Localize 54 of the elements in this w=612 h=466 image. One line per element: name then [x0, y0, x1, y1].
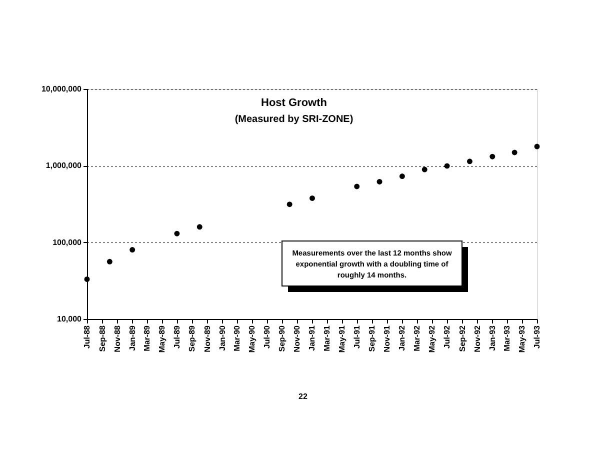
- point: [490, 154, 496, 160]
- x-tick-label: Mar-91: [322, 324, 332, 352]
- x-tick-label: May-89: [157, 324, 166, 353]
- x-tick-label: Jul-90: [262, 324, 272, 349]
- x-tick-label: Mar-93: [502, 324, 512, 352]
- x-tick-label: Jul-88: [82, 324, 92, 349]
- point: [130, 247, 136, 252]
- y-tick-label: 1,000,000: [46, 161, 82, 170]
- point: [534, 144, 540, 150]
- x-tick-label: Jul-92: [442, 324, 452, 349]
- point: [196, 224, 202, 230]
- x-tick-label: Sep-90: [278, 324, 287, 352]
- x-tick-label: Jan-93: [488, 324, 497, 351]
- point: [422, 166, 428, 172]
- x-tick-label: Jan-89: [128, 324, 137, 351]
- point: [466, 158, 472, 164]
- x-tick-label: Nov-90: [292, 324, 302, 352]
- point: [376, 179, 382, 184]
- point: [106, 258, 112, 264]
- point: [512, 150, 518, 156]
- x-tick-label: Jul-89: [172, 324, 182, 349]
- x-tick-label: Sep-89: [188, 324, 197, 352]
- x-tick-label: Sep-88: [98, 324, 107, 352]
- text: Host Growth: [261, 97, 328, 109]
- point: [399, 174, 405, 180]
- x-tick-label: May-92: [428, 324, 437, 353]
- x-tick-label: Jul-91: [352, 324, 362, 349]
- x-tick-label: Jul-93: [532, 324, 542, 349]
- text: 22: [298, 392, 308, 401]
- point: [444, 163, 450, 169]
- y-tick-label: 10,000,000: [41, 84, 82, 94]
- text: (Measured by SRI-ZONE): [234, 114, 354, 125]
- point: [174, 230, 180, 236]
- x-tick-label: Nov-88: [112, 324, 122, 352]
- x-tick-label: Jan-92: [398, 324, 407, 351]
- point: [286, 202, 292, 208]
- x-tick-label: Sep-91: [368, 324, 377, 352]
- x-tick-label: Nov-91: [382, 324, 392, 352]
- x-tick-label: Mar-90: [232, 324, 242, 352]
- x-tick-label: Sep-92: [458, 324, 467, 352]
- x-tick-label: Jan-90: [218, 324, 227, 351]
- point: [84, 276, 90, 282]
- x-tick-label: May-91: [337, 324, 346, 353]
- point: [354, 184, 360, 190]
- x-tick-label: May-93: [517, 324, 526, 353]
- x-tick-label: Jan-91: [308, 324, 317, 351]
- y-tick-label: 100,000: [52, 238, 82, 247]
- x-tick-label: Mar-89: [142, 324, 152, 352]
- x-tick-label: Mar-92: [412, 324, 422, 352]
- x-tick-label: Nov-92: [472, 324, 482, 352]
- x-tick-label: May-90: [247, 324, 256, 353]
- point: [310, 196, 315, 201]
- y-tick-label: 10,000: [57, 314, 82, 324]
- x-tick-label: Nov-89: [202, 324, 212, 352]
